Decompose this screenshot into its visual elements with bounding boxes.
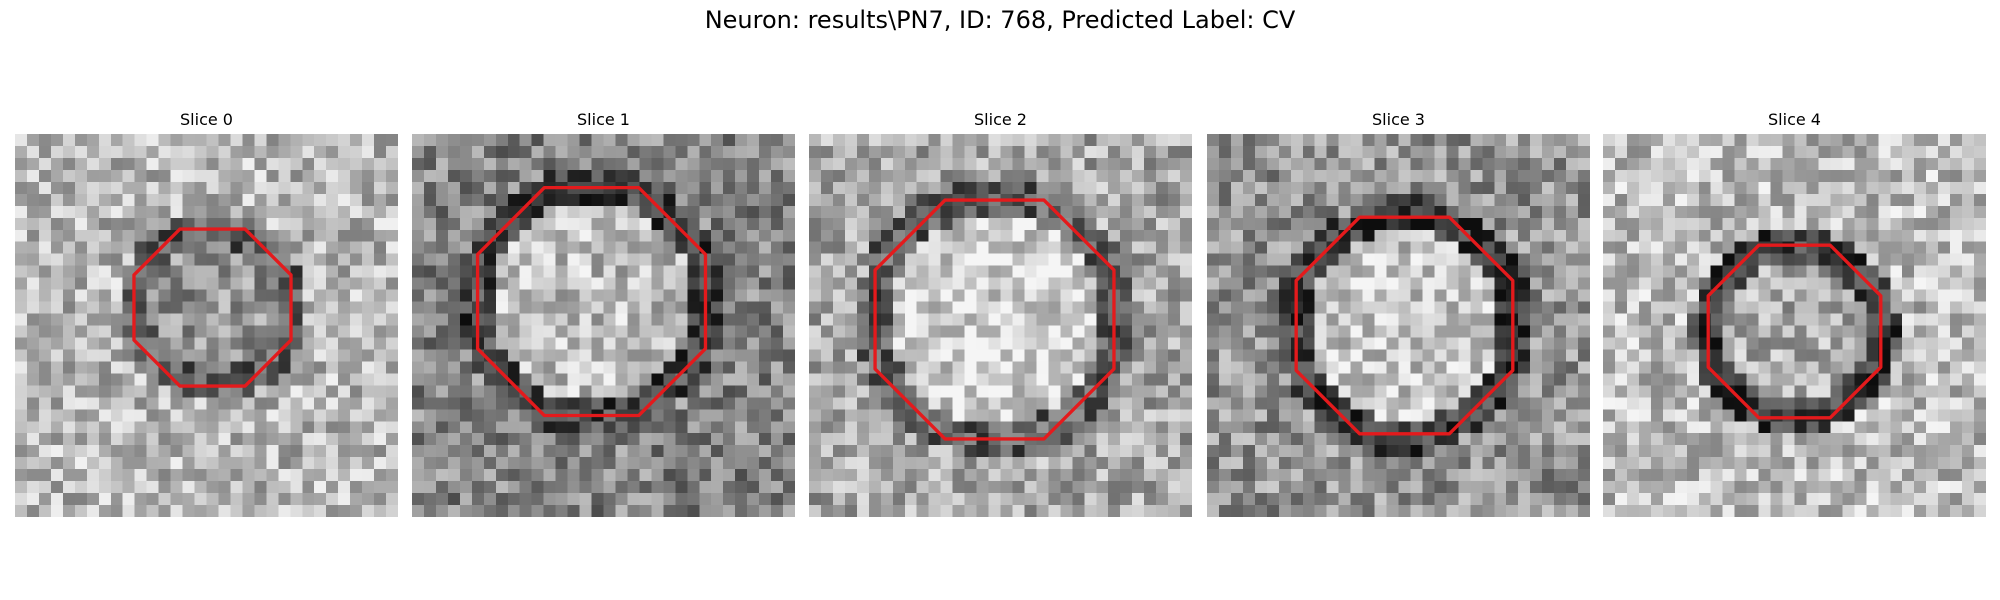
slice-panel-3: Slice 3 (1207, 108, 1590, 517)
slice-image-3 (1207, 134, 1590, 517)
segmentation-contour (1706, 243, 1883, 420)
slice-image-1 (412, 134, 795, 517)
slice-panel-1: Slice 1 (412, 108, 795, 517)
segmentation-contour (132, 227, 293, 388)
pixel-grid (412, 134, 795, 517)
slice-panel-2: Slice 2 (809, 108, 1192, 517)
slice-panel-4: Slice 4 (1603, 108, 1986, 517)
figure-title: Neuron: results\PN7, ID: 768, Predicted … (704, 6, 1296, 34)
pixel-grid (1207, 134, 1590, 517)
slice-image-4 (1603, 134, 1986, 517)
slice-panel-0: Slice 0 (15, 108, 398, 517)
pixel-grid (1603, 134, 1986, 517)
segmentation-contour (1294, 215, 1515, 436)
slice-title-3: Slice 3 (1372, 110, 1425, 129)
slice-title-0: Slice 0 (180, 110, 233, 129)
segmentation-contour (873, 198, 1116, 441)
slice-title-4: Slice 4 (1768, 110, 1821, 129)
segmentation-contour (475, 185, 708, 418)
pixel-grid (809, 134, 1192, 517)
slice-title-2: Slice 2 (974, 110, 1027, 129)
slice-image-2 (809, 134, 1192, 517)
pixel-grid (15, 134, 398, 517)
slice-title-1: Slice 1 (577, 110, 630, 129)
slice-image-0 (15, 134, 398, 517)
